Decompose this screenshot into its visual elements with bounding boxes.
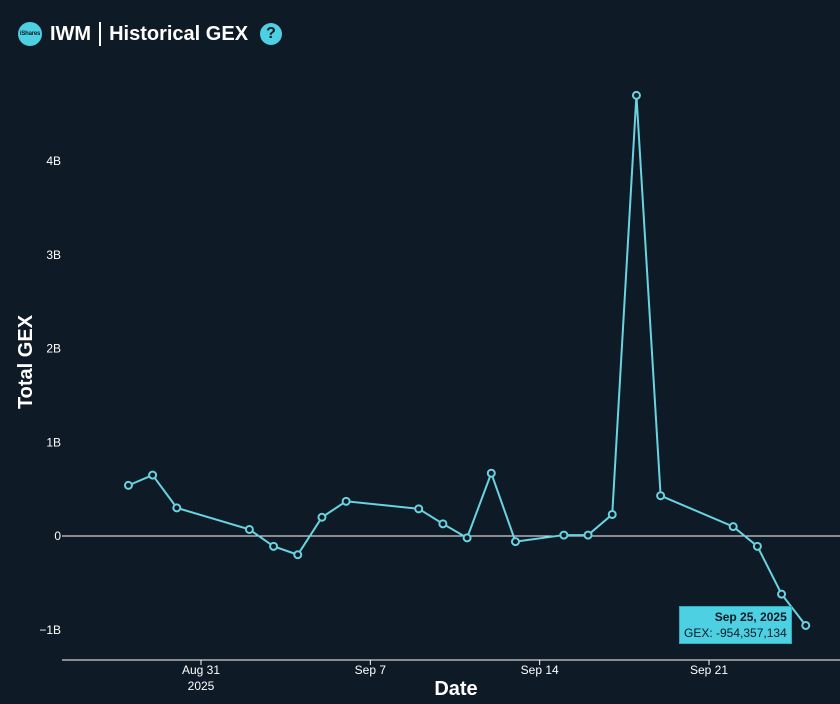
ticker-symbol: IWM [50,22,92,45]
data-points [123,90,811,630]
data-point[interactable] [559,530,569,540]
data-point[interactable] [438,519,448,529]
tooltip-value: GEX: -954,357,134 [684,626,787,640]
ishares-logo-icon: iShares [18,22,42,46]
x-tick-label: Sep 7 [355,663,387,677]
series-line [128,95,807,627]
data-point[interactable] [269,541,279,551]
y-tick-label: −1B [39,623,61,637]
data-point[interactable] [607,509,617,519]
data-point[interactable] [341,496,351,506]
y-tick-label: 1B [46,435,61,449]
data-point[interactable] [728,522,738,532]
x-axis-ticks: Aug 31 2025 Sep 7 Sep 14 Sep 21 [182,660,728,693]
data-point[interactable] [777,589,787,599]
data-point[interactable] [172,503,182,513]
y-axis-ticks: −1B 0 1B 2B 3B 4B [39,154,61,637]
y-tick-label: 4B [46,154,61,168]
x-axis-title: Date [434,678,477,700]
x-tick-label: Sep 14 [521,663,559,677]
x-tick-label: Sep 21 [690,663,728,677]
data-point[interactable] [123,480,133,490]
chart-header: iShares IWM Historical GEX ? [18,20,283,48]
data-point[interactable] [801,620,811,630]
page-title: Historical GEX [109,22,249,45]
data-point[interactable] [317,512,327,522]
y-axis-title: Total GEX [15,314,37,409]
y-tick-label: 3B [46,248,61,262]
y-tick-label: 2B [46,342,61,356]
y-tick-label: 0 [54,529,61,543]
data-point[interactable] [510,537,520,547]
data-point[interactable] [631,90,641,100]
data-point[interactable] [293,550,303,560]
data-point[interactable] [656,491,666,501]
data-point[interactable] [462,533,472,543]
x-tick-label: Aug 31 [182,663,220,677]
data-point[interactable] [583,530,593,540]
data-point[interactable] [414,504,424,514]
data-point[interactable] [244,524,254,534]
tooltip-date: Sep 25, 2025 [714,610,787,624]
hover-tooltip: Sep 25, 2025 GEX: -954,357,134 [679,606,792,644]
data-point[interactable] [752,541,762,551]
x-tick-sublabel: 2025 [188,679,215,693]
question-circle-icon[interactable]: ? [260,23,283,45]
data-point[interactable] [148,470,158,480]
data-point[interactable] [486,468,496,478]
title-divider [99,22,102,46]
